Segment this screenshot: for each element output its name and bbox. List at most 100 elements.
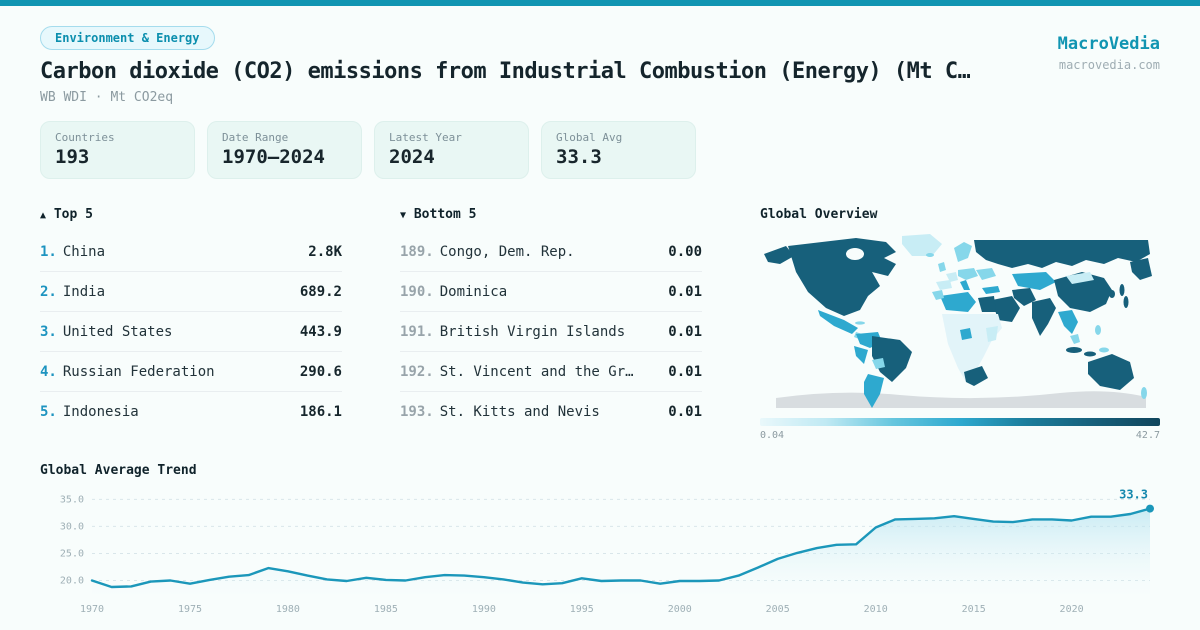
rank-rank: 189.	[400, 243, 434, 260]
hudson-bay	[846, 248, 864, 260]
triangle-up-icon: ▲	[40, 210, 47, 221]
region-kazakhstan	[1012, 272, 1056, 290]
bottom5-title: ▼ Bottom 5	[400, 207, 477, 222]
region-nigeria	[960, 328, 972, 340]
svg-text:20.0: 20.0	[60, 576, 84, 587]
category-badge[interactable]: Environment & Energy	[40, 26, 215, 50]
svg-text:1995: 1995	[570, 604, 594, 615]
top5-list: 1. China 2.8K 2. India 689.2 3. United States 44…	[40, 232, 342, 432]
region-antarctica	[776, 391, 1146, 408]
stat-cards: Countries 193 Date Range 1970—2024 Lates…	[40, 121, 1160, 179]
rank-name: British Virgin Islands	[439, 323, 626, 340]
rank-value: 0.01	[668, 283, 702, 300]
region-brazil	[872, 336, 912, 382]
region-turkey	[982, 286, 1000, 294]
region-saudi-arabia	[992, 296, 1020, 322]
region-china	[1054, 272, 1112, 312]
region-mexico	[818, 310, 858, 334]
rank-name: St. Kitts and Nevis	[439, 404, 600, 420]
top5-title: ▲ Top 5	[40, 207, 93, 222]
rank-row: 4. Russian Federation 290.6	[40, 352, 342, 392]
rank-value: 2.8K	[308, 243, 342, 260]
region-korea	[1109, 290, 1115, 298]
region-japan-1	[1119, 284, 1125, 296]
brand-logo[interactable]: MacroVedia	[1057, 34, 1160, 54]
stat-label: Latest Year	[389, 131, 462, 144]
svg-text:1980: 1980	[276, 604, 300, 615]
colorbar-min-label: 0.04	[760, 430, 785, 441]
rank-value: 0.00	[668, 243, 702, 260]
stat-value: 1970—2024	[222, 146, 325, 168]
top5-panel: ▲ Top 5 1. China 2.8K 2. India 689.2 3. United …	[40, 207, 342, 441]
rank-value: 0.01	[668, 363, 702, 380]
region-argentina	[864, 374, 884, 408]
region-france	[946, 272, 958, 282]
stat-label: Date Range	[222, 131, 289, 144]
region-uk	[938, 262, 946, 272]
region-japan-2	[1123, 296, 1129, 308]
region-eastern-europe	[976, 268, 996, 280]
trend-line-chart: 20.0 25.0 30.0 35.0 1970 1975 1980 1985 1990 1995…	[60, 488, 1154, 615]
region-australia	[1088, 354, 1134, 390]
map-colorbar	[760, 418, 1160, 426]
region-scandinavia	[954, 242, 972, 262]
svg-text:30.0: 30.0	[60, 521, 84, 532]
stat-value: 2024	[389, 146, 435, 168]
rank-row: 190. Dominica 0.01	[400, 272, 702, 312]
rank-name: Indonesia	[62, 404, 139, 420]
svg-text:2000: 2000	[668, 604, 692, 615]
rank-rank: 193.	[400, 404, 434, 420]
main-row: ▲ Top 5 1. China 2.8K 2. India 689.2 3. United …	[40, 207, 1160, 441]
header-left: Environment & Energy Carbon dioxide (CO2…	[40, 26, 970, 105]
region-bolivia	[872, 358, 885, 369]
region-indonesia-1	[1066, 347, 1082, 353]
rank-row: 5. Indonesia 186.1	[40, 392, 342, 432]
rank-name: Russian Federation	[62, 363, 215, 380]
region-south-africa	[964, 366, 988, 386]
rank-name: China	[62, 243, 106, 260]
stat-card-countries: Countries 193	[40, 121, 195, 179]
region-egypt	[978, 296, 996, 312]
svg-text:25.0: 25.0	[60, 549, 84, 560]
rank-rank: 1.	[40, 243, 57, 260]
rank-name: St. Vincent and the Gr…	[439, 363, 634, 380]
svg-text:1970: 1970	[80, 604, 104, 615]
region-morocco	[932, 290, 944, 300]
rank-rank: 190.	[400, 283, 434, 300]
region-north-america	[788, 238, 896, 316]
brand-box: MacroVedia macrovedia.com	[1058, 26, 1160, 72]
region-malaysia	[1070, 334, 1080, 344]
rank-row: 189. Congo, Dem. Rep. 0.00	[400, 232, 702, 272]
rank-row: 192. St. Vincent and the Gr… 0.01	[400, 352, 702, 392]
svg-text:1990: 1990	[472, 604, 496, 615]
svg-text:1985: 1985	[374, 604, 398, 615]
region-indonesia-3	[1099, 347, 1109, 353]
rank-rank: 3.	[40, 323, 57, 340]
rank-rank: 191.	[400, 323, 434, 340]
brand-domain: macrovedia.com	[1058, 58, 1160, 72]
region-central-europe	[958, 268, 978, 280]
svg-text:35.0: 35.0	[60, 494, 84, 505]
stat-card-latest-year: Latest Year 2024	[374, 121, 529, 179]
region-philippines	[1095, 325, 1101, 335]
region-new-zealand	[1141, 387, 1147, 399]
svg-text:33.3: 33.3	[1119, 488, 1148, 502]
page-title: Carbon dioxide (CO2) emissions from Indu…	[40, 59, 971, 84]
world-map	[764, 234, 1152, 408]
rank-name: India	[62, 283, 106, 300]
svg-text:1975: 1975	[178, 604, 202, 615]
map-title: Global Overview	[760, 207, 878, 222]
rank-value: 0.01	[668, 323, 702, 340]
rank-row: 1. China 2.8K	[40, 232, 342, 272]
region-iran	[1012, 288, 1036, 306]
region-se-asia	[1058, 310, 1078, 334]
triangle-down-icon: ▼	[400, 210, 407, 221]
svg-text:2020: 2020	[1060, 604, 1084, 615]
rank-rank: 192.	[400, 363, 434, 380]
rank-rank: 5.	[40, 404, 57, 420]
rank-row: 3. United States 443.9	[40, 312, 342, 352]
trend-title: Global Average Trend	[40, 463, 197, 478]
rank-value: 0.01	[668, 404, 702, 420]
stat-value: 33.3	[556, 146, 602, 168]
region-peru	[854, 346, 868, 364]
